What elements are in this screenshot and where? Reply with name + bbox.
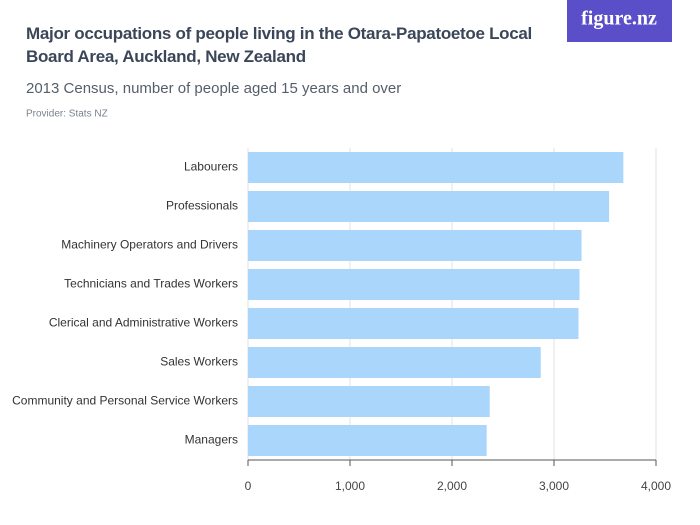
y-tick-label: Machinery Operators and Drivers: [61, 238, 238, 252]
y-tick-label: Community and Personal Service Workers: [12, 394, 238, 408]
y-tick-label: Professionals: [166, 199, 238, 213]
bar: [248, 347, 541, 378]
bar: [248, 425, 487, 456]
bar: [248, 152, 624, 183]
provider: Provider: Stats NZ: [26, 109, 108, 120]
bar: [248, 230, 582, 261]
x-tick-label: 3,000: [539, 479, 569, 493]
bar: [248, 308, 579, 339]
y-tick-label: Technicians and Trades Workers: [64, 277, 238, 291]
bar: [248, 191, 610, 222]
logo-box[interactable]: [567, 0, 672, 42]
y-tick-label: Sales Workers: [160, 355, 238, 369]
chart-title: Major occupations of people living in th…: [26, 24, 532, 66]
chart-subtitle: 2013 Census, number of people aged 15 ye…: [26, 80, 401, 97]
y-tick-label: Labourers: [184, 160, 238, 174]
x-tick-label: 0: [245, 479, 252, 493]
title-wrap: Major occupations of people living in th…: [26, 24, 532, 66]
bar: [248, 269, 580, 300]
logo[interactable]: figure.nz: [581, 8, 657, 30]
y-tick-label: Managers: [185, 433, 238, 447]
x-tick-label: 4,000: [641, 479, 671, 493]
bar: [248, 386, 490, 417]
x-tick-label: 2,000: [437, 479, 467, 493]
y-tick-label: Clerical and Administrative Workers: [49, 316, 238, 330]
x-tick-label: 1,000: [335, 479, 365, 493]
